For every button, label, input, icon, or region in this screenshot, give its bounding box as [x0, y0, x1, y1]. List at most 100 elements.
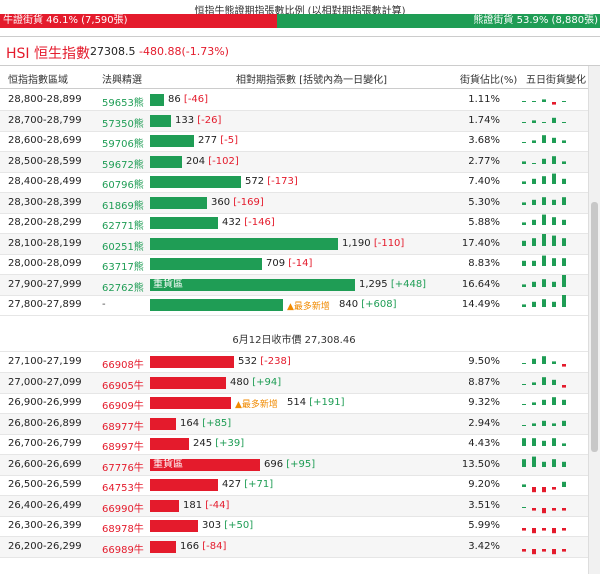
trend-bar [542, 461, 546, 467]
trend-bar [532, 358, 536, 364]
share-percent: 5.30% [468, 196, 500, 208]
futures-count-value: 514 [287, 397, 307, 408]
table-row: 28,000-28,099 63717熊 709 [-14] 8.83% [0, 254, 588, 275]
futures-bar [150, 258, 262, 270]
futures-count-value: 480 [230, 376, 250, 388]
table-row: 28,500-28,599 59672熊 204 [-102] 2.77% [0, 151, 588, 173]
range-cell: 28,600-28,699 [8, 135, 82, 146]
trend-bar [562, 461, 566, 467]
trend-bar [562, 121, 566, 123]
warrant-code-link[interactable]: 60251熊 [102, 241, 144, 253]
ratio-title: 恒指牛熊證期指張數比例 (以相對期指張數計算) [194, 6, 406, 17]
futures-count-value: 432 [222, 217, 242, 228]
trend-bar [562, 196, 566, 205]
trend-bar [552, 173, 556, 184]
trend-bar [522, 424, 526, 426]
share-percent: 3.42% [468, 540, 500, 552]
futures-count-value: 1,190 [342, 237, 371, 249]
warrant-code-link[interactable]: 60796熊 [102, 180, 144, 191]
futures-day-change: [-84] [199, 540, 227, 552]
share-percent: 1.11% [468, 94, 500, 105]
trend-bar [532, 162, 536, 164]
trend-bar [552, 235, 556, 246]
futures-count: 164 [+85] [180, 418, 231, 429]
table-row: 28,400-28,499 60796熊 572 [-173] 7.40% [0, 172, 588, 193]
trend-bar [532, 381, 536, 385]
warrant-code-link[interactable]: 67776牛 [102, 462, 144, 474]
trend-bar [552, 528, 556, 534]
five-day-trend-chart [522, 528, 566, 534]
range-cell: 26,900-26,999 [8, 397, 82, 408]
futures-bar [150, 417, 176, 430]
warrant-code-link[interactable]: 59653熊 [102, 98, 144, 109]
warrant-code-link[interactable]: 59706熊 [102, 139, 144, 150]
futures-bar [150, 114, 171, 127]
table-row: 28,100-28,199 60251熊 1,190 [-110] 17.40% [0, 233, 588, 255]
futures-day-change: [-26] [194, 114, 222, 126]
warrant-code-link[interactable]: 68978牛 [102, 524, 144, 535]
warrant-code-link[interactable]: 68977牛 [102, 421, 144, 433]
futures-count-value: 277 [198, 135, 218, 146]
warrant-code-link[interactable]: 64753牛 [102, 483, 144, 494]
trend-bar [562, 364, 566, 367]
trend-bar [542, 376, 546, 385]
futures-count: 532 [-238] [238, 356, 291, 367]
five-day-trend-chart [522, 196, 566, 205]
trend-bar [552, 155, 556, 164]
warrant-code-link[interactable]: 66908牛 [102, 360, 144, 371]
trend-bar [542, 135, 546, 143]
five-day-trend-chart [522, 214, 566, 225]
trend-bar [522, 142, 526, 143]
most-added-label: ▲最多新增 [287, 302, 330, 312]
warrant-code-link[interactable]: 66905牛 [102, 380, 144, 392]
trend-bar [522, 160, 526, 164]
warrant-code-link[interactable]: 68997牛 [102, 442, 144, 453]
futures-day-change: [+448] [387, 278, 427, 290]
trend-bar [552, 199, 556, 205]
trend-bar [542, 158, 546, 164]
warrant-code-link[interactable]: 63717熊 [102, 262, 144, 273]
futures-day-change: [+608] [358, 299, 397, 310]
trend-bar [542, 507, 546, 513]
trend-bar [522, 240, 526, 246]
trend-bar [562, 274, 566, 287]
futures-count-value: 181 [183, 499, 203, 511]
five-day-trend-chart [522, 99, 566, 105]
warrant-code-link[interactable]: 66989牛 [102, 544, 144, 556]
scrollbar-thumb[interactable] [591, 202, 598, 452]
trend-bar [562, 295, 566, 307]
index-name[interactable]: HSI 恒生指數 [6, 46, 90, 62]
trend-bar [522, 101, 526, 102]
warrant-code-link[interactable]: 61869熊 [102, 200, 144, 212]
five-day-trend-chart [522, 233, 566, 246]
trend-bar [542, 487, 546, 493]
scrollbar[interactable] [588, 66, 600, 574]
warrant-code-link[interactable]: 62762熊 [102, 282, 144, 294]
trend-bar [552, 102, 556, 105]
warrant-code-link[interactable]: 62771熊 [102, 221, 144, 232]
range-cell: 28,200-28,299 [8, 217, 82, 228]
futures-count-value: 245 [193, 438, 213, 449]
futures-count-value: 204 [186, 155, 206, 167]
trend-bar [522, 528, 526, 531]
table-header: 恒指指數區域 法興精選 相對期指張數 [括號內為一日變化] 街貨佔比(%) 五日… [0, 66, 600, 89]
trend-bar [532, 119, 536, 123]
five-day-trend-chart [522, 506, 566, 513]
futures-bar [150, 438, 189, 450]
warrant-code-link[interactable]: 59672熊 [102, 159, 144, 171]
futures-day-change: [-44] [202, 499, 230, 511]
warrant-code-link[interactable]: 57350熊 [102, 118, 144, 130]
warrant-code-link[interactable]: 66990牛 [102, 503, 144, 515]
heavy-zone-label: 重貨區 [153, 458, 183, 470]
trend-bar [562, 528, 566, 531]
warrant-code-link[interactable]: 66909牛 [102, 401, 144, 412]
trend-bar [542, 196, 546, 205]
futures-bar [150, 356, 234, 368]
trend-bar [552, 397, 556, 405]
trend-bar [562, 399, 566, 405]
trend-bar [552, 438, 556, 446]
futures-bar [150, 479, 218, 491]
range-cell: 28,500-28,599 [8, 155, 82, 167]
table-row: 26,200-26,299 66989牛 166 [-84] 3.42% [0, 536, 588, 558]
trend-bar [522, 363, 526, 364]
